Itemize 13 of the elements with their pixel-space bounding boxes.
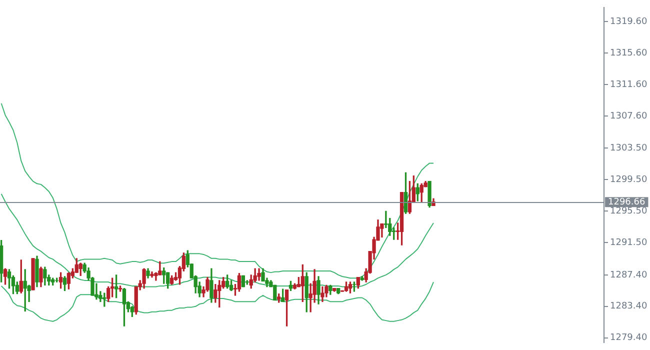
y-tick-label: 1303.50 xyxy=(610,144,648,154)
y-tick-label: 1295.50 xyxy=(610,206,648,217)
y-tick-label: 1311.60 xyxy=(610,80,648,90)
y-tick-label: 1299.50 xyxy=(610,175,648,186)
y-tick-label: 1287.40 xyxy=(610,270,648,280)
y-tick-label: 1279.40 xyxy=(610,333,648,344)
y-tick-label: 1283.40 xyxy=(610,302,648,312)
y-tick-label: 1319.60 xyxy=(610,16,648,27)
candlestick xyxy=(384,210,388,228)
y-tick-label: 1315.60 xyxy=(610,48,648,58)
y-tick-label: 1291.50 xyxy=(610,238,648,248)
ref-line-label: 1296.66 xyxy=(608,197,646,208)
y-tick-label: 1307.60 xyxy=(610,111,648,122)
